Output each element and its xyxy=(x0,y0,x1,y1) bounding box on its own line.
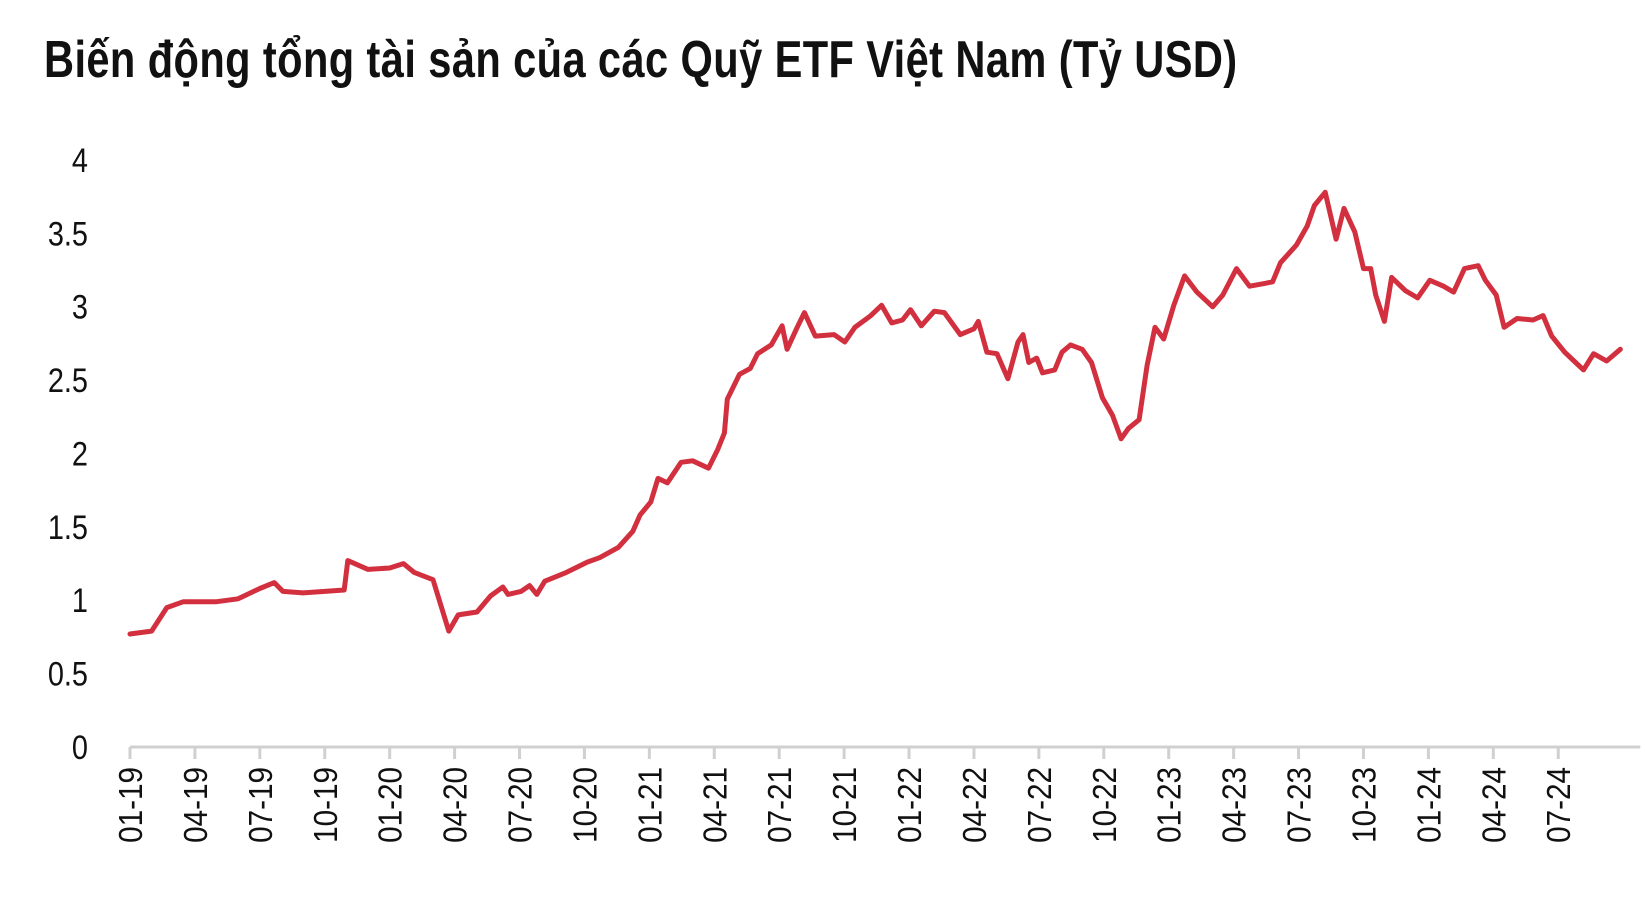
x-tick-label: 07-19 xyxy=(242,767,279,843)
x-tick-label: 10-20 xyxy=(567,767,604,843)
y-tick-label: 1.5 xyxy=(48,508,88,547)
x-tick-label: 01-19 xyxy=(113,767,150,843)
x-tick-label: 01-24 xyxy=(1411,767,1448,843)
y-tick-label: 3 xyxy=(72,288,88,327)
x-tick-label: 04-22 xyxy=(957,767,994,843)
x-tick-label: 07-23 xyxy=(1281,767,1318,843)
x-tick-label: 07-24 xyxy=(1541,767,1578,843)
x-tick-label: 01-20 xyxy=(372,767,409,843)
x-tick-label: 07-22 xyxy=(1021,767,1058,843)
x-tick-label: 01-23 xyxy=(1151,767,1188,843)
x-tick-label: 10-19 xyxy=(307,767,344,843)
x-tick-label: 10-22 xyxy=(1086,767,1123,843)
y-tick-label: 2.5 xyxy=(48,361,88,400)
y-tick-label: 0 xyxy=(72,728,88,767)
x-tick-label: 07-20 xyxy=(502,767,539,843)
x-tick-label: 10-21 xyxy=(827,767,864,843)
y-tick-label: 1 xyxy=(72,581,88,620)
y-tick-label: 2 xyxy=(72,434,88,473)
y-tick-label: 0.5 xyxy=(48,654,88,693)
x-tick-label: 04-19 xyxy=(177,767,214,843)
x-tick-label: 04-24 xyxy=(1476,767,1513,843)
x-tick-label: 04-20 xyxy=(437,767,474,843)
x-tick-label: 04-21 xyxy=(697,767,734,843)
series-line xyxy=(127,189,1623,637)
x-tick-label: 01-22 xyxy=(892,767,929,843)
x-tick-label: 10-23 xyxy=(1346,767,1383,843)
x-tick-label: 04-23 xyxy=(1216,767,1253,843)
chart-title: Biến động tổng tài sản của các Quỹ ETF V… xyxy=(44,31,1238,89)
y-tick-label: 4 xyxy=(72,141,88,180)
x-tick-label: 01-21 xyxy=(632,767,669,843)
y-tick-label: 3.5 xyxy=(48,214,88,253)
x-tick-label: 07-21 xyxy=(762,767,799,843)
